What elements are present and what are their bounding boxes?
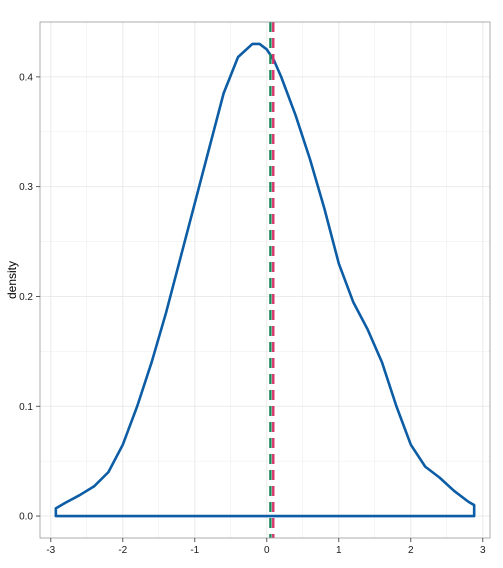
x-tick-label: -3 <box>46 545 55 556</box>
density-curve <box>54 42 476 518</box>
x-tick-label: 0 <box>264 545 270 556</box>
x-tick-label: 1 <box>336 545 342 556</box>
data-layer <box>54 22 476 538</box>
y-tick-label: 0.4 <box>19 72 33 83</box>
x-tick-label: 2 <box>408 545 414 556</box>
grid-lines <box>40 22 490 538</box>
y-axis-title: density <box>5 261 19 299</box>
panel-border <box>39 21 491 539</box>
x-tick-label: 3 <box>480 545 486 556</box>
y-tick-label: 0.0 <box>19 512 33 523</box>
y-tick-label: 0.1 <box>19 402 33 413</box>
x-tick-label: -2 <box>118 545 127 556</box>
x-tick-label: -1 <box>190 545 199 556</box>
y-tick-label: 0.3 <box>19 182 33 193</box>
y-tick-label: 0.2 <box>19 292 33 303</box>
axes: -3 -2 -1 0 1 2 3 0.0 0.1 0.2 0.3 0.4 <box>19 72 486 556</box>
